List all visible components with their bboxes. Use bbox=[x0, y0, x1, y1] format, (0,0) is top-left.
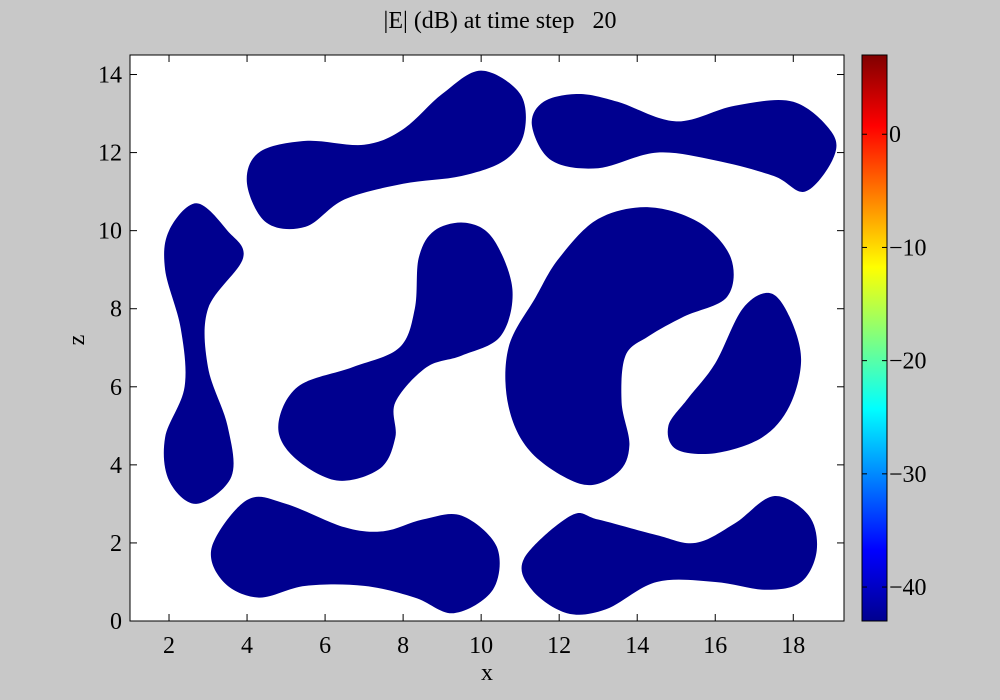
x-tick-label: 16 bbox=[703, 633, 727, 659]
colorbar-ticks: 0 −10 −20 −30 −40 bbox=[862, 122, 927, 601]
colorbar-tick-label: −10 bbox=[889, 235, 927, 261]
blob-left-vertical bbox=[163, 203, 244, 504]
blob-bottom-right-dumbbell bbox=[521, 496, 818, 615]
y-tick-label: 14 bbox=[98, 63, 122, 89]
x-tick-label: 4 bbox=[241, 633, 253, 659]
colorbar-tick-label: 0 bbox=[889, 122, 901, 148]
chart-title: |E| (dB) at time step 20 bbox=[383, 8, 617, 34]
y-tick-label: 4 bbox=[110, 453, 122, 479]
blob-top-left-dumbbell bbox=[246, 70, 526, 230]
x-axis-label: x bbox=[481, 660, 493, 686]
blob-top-right-dumbbell bbox=[531, 94, 837, 192]
x-tick-label: 10 bbox=[469, 633, 493, 659]
x-tick-label: 8 bbox=[397, 633, 409, 659]
y-tick-label: 12 bbox=[98, 141, 122, 167]
y-axis: 0 2 4 6 8 10 12 14 bbox=[98, 63, 844, 635]
plot-frame bbox=[129, 54, 845, 622]
colorbar-tick-label: −30 bbox=[889, 462, 927, 488]
colorbar bbox=[861, 54, 888, 622]
blob-center-dumbbell bbox=[278, 222, 513, 481]
x-tick-label: 12 bbox=[547, 633, 571, 659]
y-tick-label: 10 bbox=[98, 219, 122, 245]
x-axis: 2 4 6 8 10 12 14 16 18 bbox=[163, 55, 805, 659]
x-tick-label: 6 bbox=[319, 633, 331, 659]
x-tick-label: 18 bbox=[781, 633, 805, 659]
y-tick-label: 0 bbox=[110, 609, 122, 635]
colorbar-tick-label: −40 bbox=[889, 575, 927, 601]
blob-big-kidney bbox=[505, 207, 734, 486]
x-tick-label: 2 bbox=[163, 633, 175, 659]
colorbar-tick-label: −20 bbox=[889, 349, 927, 375]
blob-layer bbox=[163, 70, 837, 615]
x-tick-label: 14 bbox=[625, 633, 649, 659]
y-tick-label: 6 bbox=[110, 375, 122, 401]
blob-right-kidney bbox=[667, 292, 802, 455]
blob-bottom-left-dumbbell bbox=[210, 496, 500, 614]
y-tick-label: 2 bbox=[110, 531, 122, 557]
y-axis-label: z bbox=[64, 335, 90, 346]
y-tick-label: 8 bbox=[110, 297, 122, 323]
